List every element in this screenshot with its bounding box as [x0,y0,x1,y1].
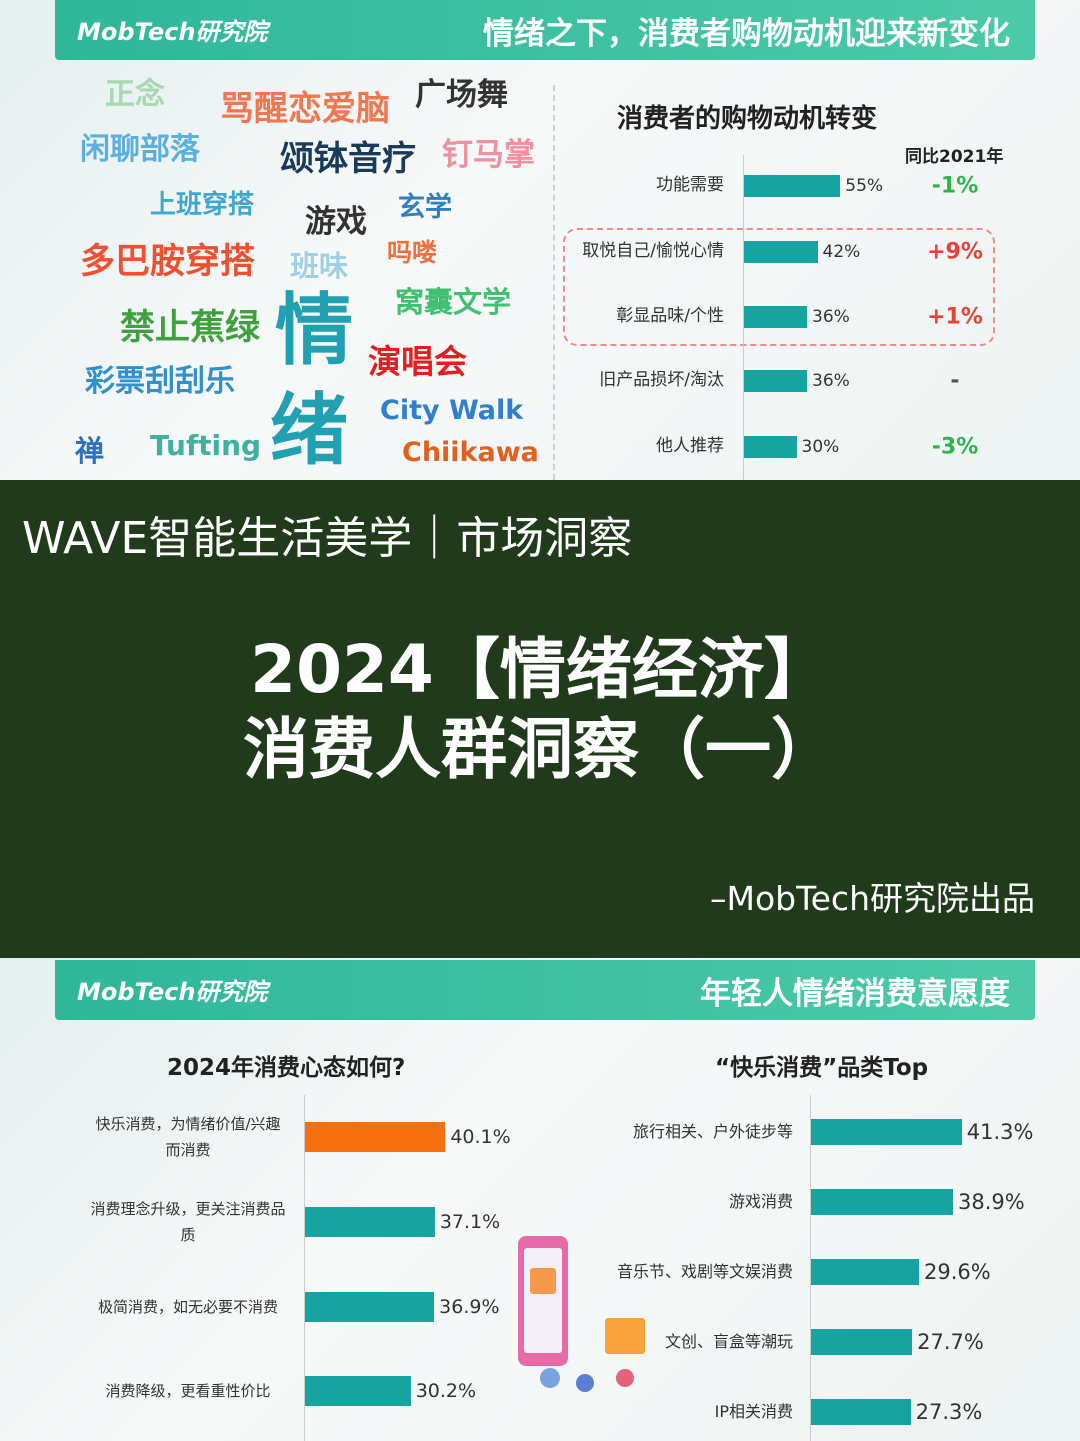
yoy-label: +9% [927,239,983,265]
word: 禁止蕉绿 [120,308,261,348]
bar [811,1329,913,1355]
category-label: 取悦自己/愉悦心情 [582,241,724,262]
word: 骂醒恋爱脑 [220,89,390,129]
word: 正念 [105,77,165,112]
word: 玄学 [398,192,452,223]
value-label: 36.9% [439,1296,500,1318]
yoy-label: -3% [931,434,979,460]
value-label: 37.1% [439,1211,501,1233]
logo: MobTech研究院 [77,18,268,46]
category-label: 他人推荐 [656,436,724,457]
category-label: 旧产品损坏/淘汰 [599,370,724,391]
slide-title: 情绪之下，消费者购物动机迎来新变化 [483,16,1010,52]
word: 吗喽 [387,238,438,267]
value-label: 29.6% [924,1260,991,1284]
value-label: 40.1% [450,1126,511,1148]
word: 游戏 [305,204,367,240]
word: Chiikawa [402,437,539,468]
banner-title: 2024【情绪经济】 消费人群洞察（一） [0,630,1080,790]
word: 上班穿搭 [150,190,255,220]
value-label: 27.3% [915,1400,983,1424]
value-label: 36% [812,371,850,391]
category-label: IP相关消费 [714,1402,793,1421]
logo: MobTech研究院 [77,978,268,1006]
value-label: 36% [812,307,850,327]
word: 广场舞 [415,77,508,113]
bar [305,1207,435,1237]
word: 演唱会 [368,342,467,381]
category-label: 消费理念升级，更关注消费品质 [90,1199,286,1244]
bar [744,436,797,458]
chart-title: 消费者的购物动机转变 [617,104,878,134]
banner: WAVE智能生活美学｜市场洞察 2024【情绪经济】 消费人群洞察（一） –Mo… [0,480,1080,958]
yoy-label: +1% [927,304,983,330]
word: Tufting [150,429,262,462]
person [540,1368,560,1388]
word: 禅 [75,434,105,468]
category-label: 快乐消费，为情绪价值/兴趣而消费 [95,1114,281,1159]
value-label: 42% [822,242,861,262]
value-label: 38.9% [957,1190,1025,1214]
category-label: 彰显品味/个性 [616,306,724,327]
category-label: 消费降级，更看重性价比 [105,1381,271,1400]
yoy-label: -1% [931,173,979,199]
bar [305,1122,446,1152]
word: 多巴胺穿搭 [80,242,256,282]
category-label: 游戏消费 [728,1192,793,1211]
category-label: 旅行相关、户外徒步等 [632,1122,793,1141]
word: City Walk [380,395,524,426]
word: 窝囊文学 [395,285,512,319]
axis-line [810,1095,811,1441]
person [576,1374,594,1392]
bar [305,1292,435,1322]
illustration [518,1236,645,1392]
bar [744,370,807,392]
highlight-box [563,228,995,346]
category-label: 音乐节、戏剧等文娱消费 [616,1262,793,1281]
value-label: 30.2% [415,1380,477,1402]
bar [811,1119,962,1145]
bar [744,241,818,263]
word: 闲聊部落 [80,132,200,167]
icon [530,1268,556,1294]
word: 班味 [290,249,349,283]
category-label: 极简消费，如无必要不消费 [97,1297,278,1316]
bar [744,175,841,197]
header-bar: MobTech研究院 年轻人情绪消费意愿度 [55,960,1035,1020]
word: 钉马掌 [442,137,535,173]
slide-top: MobTech研究院 情绪之下，消费者购物动机迎来新变化 [0,0,1080,480]
word: 彩票刮刮乐 [85,364,235,399]
title-line: 2024【情绪经济】 [250,631,830,708]
word: 颂钵音疗 [280,139,416,179]
bar [811,1259,920,1285]
series-name: WAVE智能生活美学｜市场洞察 [22,513,633,564]
divider [553,85,555,480]
title-line: 消费人群洞察（一） [243,711,837,788]
value-label: 41.3% [966,1120,1034,1144]
credit: –MobTech研究院出品 [709,879,1035,918]
box [605,1318,645,1354]
phone-screen [524,1248,562,1353]
yoy-label: - [950,368,960,394]
bar [744,306,807,328]
value-label: 30% [801,437,840,457]
word: 绪 [270,386,349,476]
chart-title: “快乐消费”品类Top [715,1055,929,1081]
value-label: 55% [845,176,884,196]
slide-title: 年轻人情绪消费意愿度 [700,976,1010,1012]
value-label: 27.7% [917,1330,984,1354]
word: 情 [275,286,354,376]
header-bar: MobTech研究院 情绪之下，消费者购物动机迎来新变化 [55,0,1035,60]
yoy-title: 同比2021年 [905,147,1004,167]
chart-title: 2024年消费心态如何? [167,1055,406,1081]
axis-line [304,1095,305,1441]
person [616,1369,634,1387]
category-label: 文创、盲盒等潮玩 [664,1332,793,1351]
bar [305,1376,411,1406]
category-label: 功能需要 [656,175,724,196]
bar [811,1189,953,1215]
axis-line [743,155,744,480]
bar [811,1399,911,1425]
